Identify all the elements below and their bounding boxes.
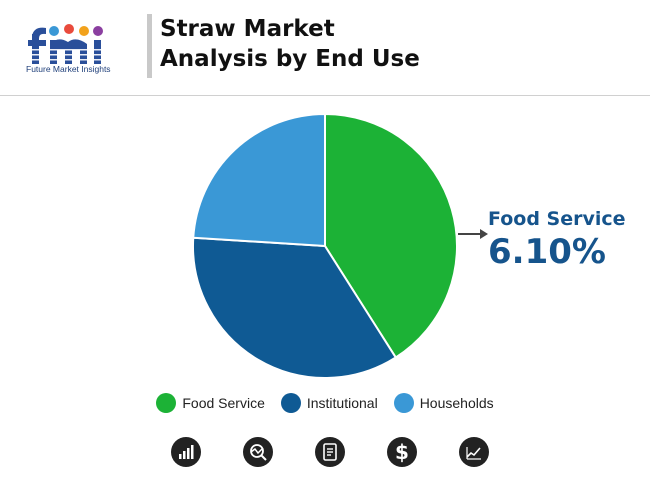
- footer-icons: $: [0, 437, 650, 469]
- analysis-chart-icon[interactable]: [243, 437, 273, 467]
- pie-chart: [192, 112, 458, 379]
- legend-label: Households: [419, 395, 494, 411]
- callout-value: 6.10%: [488, 232, 606, 272]
- header: Future Market Insights Straw Market Anal…: [0, 0, 650, 96]
- legend-swatch: [156, 393, 177, 413]
- legend-swatch: [393, 393, 414, 413]
- legend-label: Institutional: [306, 395, 378, 411]
- callout: Food Service 6.10%: [488, 208, 626, 272]
- legend-label: Food Service: [182, 395, 265, 411]
- page-title: Straw Market Analysis by End Use: [160, 14, 420, 74]
- legend-item-institutional[interactable]: Institutional: [280, 393, 378, 413]
- bar-chart-icon[interactable]: [171, 437, 201, 467]
- report-document-icon[interactable]: [315, 437, 345, 467]
- fmi-logo[interactable]: Future Market Insights: [26, 14, 132, 76]
- callout-arrow-icon: [458, 229, 488, 239]
- header-divider: [0, 95, 650, 96]
- title-line-1: Straw Market: [160, 16, 335, 42]
- title-accent-bar: [147, 14, 152, 78]
- pie-slice-institutional[interactable]: [192, 236, 398, 379]
- trend-chart-icon[interactable]: [459, 437, 489, 467]
- title-line-2: Analysis by End Use: [160, 46, 420, 72]
- legend-swatch: [280, 393, 301, 413]
- fmi-logo-mark: [28, 24, 104, 64]
- legend-item-food-service[interactable]: Food Service: [156, 393, 265, 413]
- logo-tagline: Future Market Insights: [26, 64, 111, 74]
- dollar-icon[interactable]: $: [387, 437, 417, 467]
- callout-name: Food Service: [488, 208, 626, 230]
- legend-item-households[interactable]: Households: [393, 393, 494, 413]
- legend: Food Service Institutional Households: [0, 393, 650, 413]
- pie-slice-households[interactable]: [192, 112, 326, 248]
